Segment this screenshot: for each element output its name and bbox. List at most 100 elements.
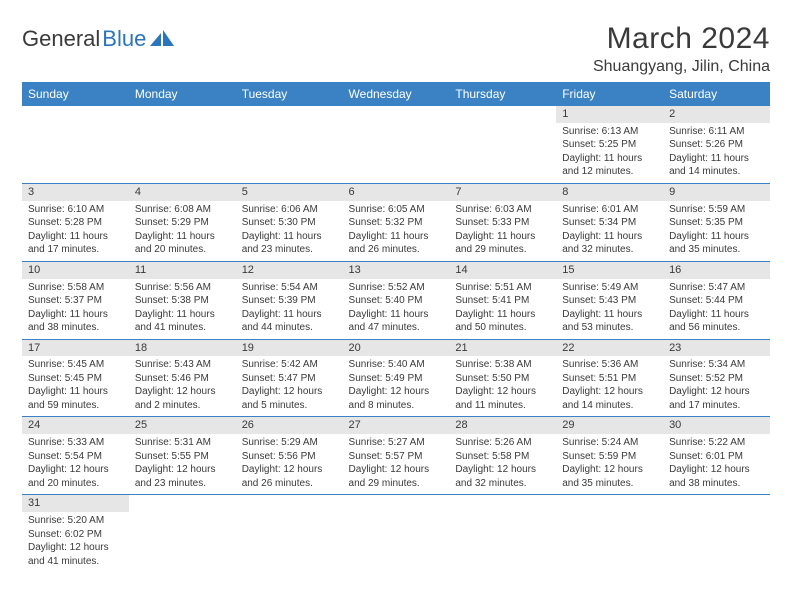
day-detail-line: Sunrise: 5:59 AM [669, 203, 764, 217]
month-title: March 2024 [593, 22, 770, 56]
day-detail-line: and 29 minutes. [455, 243, 550, 257]
day-number [236, 106, 343, 123]
day-detail-line: Daylight: 12 hours [455, 463, 550, 477]
day-number: 4 [129, 183, 236, 200]
daynum-row: 10111213141516 [22, 261, 770, 278]
day-detail-line: Sunset: 5:43 PM [562, 294, 657, 308]
day-detail-line: Daylight: 11 hours [562, 152, 657, 166]
day-cell [343, 123, 450, 184]
day-detail-line: Daylight: 11 hours [349, 230, 444, 244]
day-detail-line: Sunset: 5:49 PM [349, 372, 444, 386]
day-number: 20 [343, 339, 450, 356]
day-number: 16 [663, 261, 770, 278]
day-detail-line: Sunset: 5:38 PM [135, 294, 230, 308]
day-detail-line: Sunrise: 5:24 AM [562, 436, 657, 450]
day-detail-line: Sunset: 5:57 PM [349, 450, 444, 464]
day-detail-line: Daylight: 11 hours [242, 230, 337, 244]
day-detail-line: Sunrise: 5:58 AM [28, 281, 123, 295]
day-detail-line: Daylight: 11 hours [562, 308, 657, 322]
day-cell: Sunrise: 6:01 AMSunset: 5:34 PMDaylight:… [556, 201, 663, 262]
day-number: 11 [129, 261, 236, 278]
day-detail-line: and 53 minutes. [562, 321, 657, 335]
day-cell: Sunrise: 5:29 AMSunset: 5:56 PMDaylight:… [236, 434, 343, 495]
day-detail-line: Sunrise: 5:36 AM [562, 358, 657, 372]
day-detail-line: and 20 minutes. [28, 477, 123, 491]
day-detail-line: Sunrise: 5:27 AM [349, 436, 444, 450]
data-row: Sunrise: 6:13 AMSunset: 5:25 PMDaylight:… [22, 123, 770, 184]
day-number: 2 [663, 106, 770, 123]
day-cell: Sunrise: 5:38 AMSunset: 5:50 PMDaylight:… [449, 356, 556, 417]
day-detail-line: Sunrise: 5:51 AM [455, 281, 550, 295]
day-detail-line: Daylight: 11 hours [669, 308, 764, 322]
day-cell: Sunrise: 5:58 AMSunset: 5:37 PMDaylight:… [22, 279, 129, 340]
day-detail-line: Daylight: 12 hours [242, 463, 337, 477]
day-detail-line: Sunset: 5:29 PM [135, 216, 230, 230]
day-detail-line: Daylight: 12 hours [135, 463, 230, 477]
day-detail-line: Sunrise: 5:47 AM [669, 281, 764, 295]
day-detail-line: Sunrise: 6:05 AM [349, 203, 444, 217]
day-number [449, 495, 556, 512]
day-detail-line: Daylight: 12 hours [349, 385, 444, 399]
day-detail-line: Sunrise: 5:22 AM [669, 436, 764, 450]
day-detail-line: and 50 minutes. [455, 321, 550, 335]
day-cell: Sunrise: 5:49 AMSunset: 5:43 PMDaylight:… [556, 279, 663, 340]
day-number: 7 [449, 183, 556, 200]
day-detail-line: and 2 minutes. [135, 399, 230, 413]
location-subtitle: Shuangyang, Jilin, China [593, 58, 770, 76]
day-detail-line: Sunrise: 6:10 AM [28, 203, 123, 217]
daynum-row: 24252627282930 [22, 417, 770, 434]
daynum-row: 3456789 [22, 183, 770, 200]
day-cell: Sunrise: 5:54 AMSunset: 5:39 PMDaylight:… [236, 279, 343, 340]
day-detail-line: Daylight: 12 hours [562, 385, 657, 399]
day-detail-line: Sunset: 5:25 PM [562, 138, 657, 152]
day-detail-line: Sunrise: 6:11 AM [669, 125, 764, 139]
day-number [129, 106, 236, 123]
day-detail-line: Sunrise: 6:13 AM [562, 125, 657, 139]
day-cell: Sunrise: 5:43 AMSunset: 5:46 PMDaylight:… [129, 356, 236, 417]
day-number: 27 [343, 417, 450, 434]
day-cell [129, 123, 236, 184]
day-number: 5 [236, 183, 343, 200]
day-detail-line: Sunrise: 5:33 AM [28, 436, 123, 450]
day-detail-line: Sunset: 5:44 PM [669, 294, 764, 308]
day-cell [22, 123, 129, 184]
day-cell: Sunrise: 6:13 AMSunset: 5:25 PMDaylight:… [556, 123, 663, 184]
day-detail-line: and 44 minutes. [242, 321, 337, 335]
day-detail-line: Daylight: 11 hours [669, 152, 764, 166]
day-detail-line: Sunset: 5:33 PM [455, 216, 550, 230]
day-cell: Sunrise: 5:27 AMSunset: 5:57 PMDaylight:… [343, 434, 450, 495]
sail-icon [150, 30, 174, 48]
day-detail-line: and 17 minutes. [28, 243, 123, 257]
brand-part2: Blue [102, 26, 146, 52]
day-detail-line: Sunset: 5:34 PM [562, 216, 657, 230]
day-detail-line: Sunset: 5:30 PM [242, 216, 337, 230]
day-cell [236, 512, 343, 572]
weekday-header: Thursday [449, 82, 556, 106]
day-detail-line: Sunset: 5:56 PM [242, 450, 337, 464]
day-detail-line: Sunrise: 6:01 AM [562, 203, 657, 217]
day-detail-line: and 47 minutes. [349, 321, 444, 335]
weekday-header: Wednesday [343, 82, 450, 106]
day-detail-line: Sunset: 5:59 PM [562, 450, 657, 464]
day-detail-line: Sunset: 5:47 PM [242, 372, 337, 386]
day-detail-line: Sunset: 5:37 PM [28, 294, 123, 308]
day-cell: Sunrise: 5:24 AMSunset: 5:59 PMDaylight:… [556, 434, 663, 495]
day-detail-line: Daylight: 12 hours [669, 463, 764, 477]
day-detail-line: Sunrise: 6:03 AM [455, 203, 550, 217]
data-row: Sunrise: 5:33 AMSunset: 5:54 PMDaylight:… [22, 434, 770, 495]
day-cell: Sunrise: 5:47 AMSunset: 5:44 PMDaylight:… [663, 279, 770, 340]
day-cell: Sunrise: 6:06 AMSunset: 5:30 PMDaylight:… [236, 201, 343, 262]
day-detail-line: and 38 minutes. [28, 321, 123, 335]
day-detail-line: and 5 minutes. [242, 399, 337, 413]
day-detail-line: and 35 minutes. [562, 477, 657, 491]
day-number: 10 [22, 261, 129, 278]
day-cell: Sunrise: 5:33 AMSunset: 5:54 PMDaylight:… [22, 434, 129, 495]
day-detail-line: Daylight: 11 hours [562, 230, 657, 244]
day-number [129, 495, 236, 512]
day-detail-line: Daylight: 12 hours [349, 463, 444, 477]
day-detail-line: Sunset: 5:51 PM [562, 372, 657, 386]
day-detail-line: and 17 minutes. [669, 399, 764, 413]
day-detail-line: and 26 minutes. [242, 477, 337, 491]
day-detail-line: Sunset: 5:46 PM [135, 372, 230, 386]
day-detail-line: Sunrise: 5:52 AM [349, 281, 444, 295]
